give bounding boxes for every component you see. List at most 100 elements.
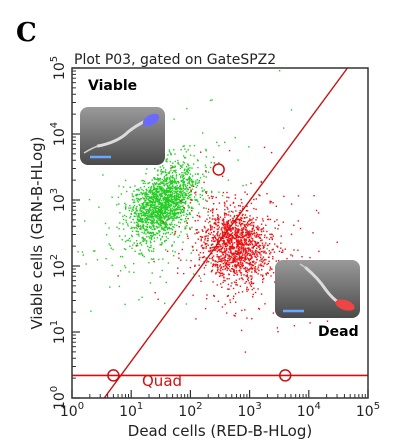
- data-point: [143, 232, 145, 235]
- data-point: [249, 264, 251, 266]
- data-point: [192, 175, 194, 177]
- data-point: [153, 240, 156, 242]
- data-point: [147, 186, 150, 189]
- data-point: [244, 238, 246, 240]
- data-point: [160, 170, 162, 172]
- data-point: [145, 192, 147, 194]
- data-point: [182, 241, 184, 243]
- quad-handle-marker[interactable]: [107, 369, 120, 382]
- data-point: [226, 312, 228, 314]
- data-point: [247, 237, 250, 239]
- data-point: [117, 196, 120, 199]
- data-point: [203, 267, 206, 269]
- data-point: [213, 249, 215, 251]
- data-point: [168, 172, 170, 174]
- data-point: [213, 227, 216, 229]
- data-point: [220, 259, 222, 261]
- data-point: [149, 201, 151, 203]
- data-point: [224, 216, 226, 218]
- data-point: [189, 198, 191, 201]
- data-point: [263, 251, 265, 254]
- data-point: [206, 229, 208, 232]
- data-point: [204, 239, 206, 241]
- data-point: [237, 241, 239, 243]
- data-point: [160, 207, 163, 209]
- data-point: [217, 230, 219, 233]
- data-point: [159, 193, 161, 195]
- data-point: [250, 235, 252, 237]
- data-point: [163, 177, 165, 179]
- data-point: [232, 268, 234, 270]
- data-point: [162, 205, 164, 207]
- data-point: [220, 266, 223, 268]
- data-point: [135, 208, 137, 210]
- data-point: [132, 195, 135, 198]
- data-point: [211, 208, 213, 211]
- data-point: [168, 228, 170, 230]
- data-point: [168, 206, 171, 208]
- data-point: [128, 207, 130, 209]
- data-point: [158, 208, 160, 211]
- data-point: [148, 197, 150, 200]
- data-point: [156, 177, 159, 179]
- data-point: [167, 185, 169, 187]
- quad-diagonal-line[interactable]: [103, 68, 349, 398]
- data-point: [169, 196, 171, 198]
- data-point: [284, 248, 286, 250]
- data-point: [141, 219, 144, 221]
- data-point: [167, 215, 170, 218]
- data-point: [146, 168, 148, 170]
- data-point: [162, 227, 164, 230]
- data-point: [184, 196, 186, 198]
- data-point: [169, 214, 171, 216]
- data-point: [239, 221, 241, 224]
- data-point: [259, 260, 261, 262]
- data-point: [235, 210, 237, 212]
- data-point: [152, 209, 154, 212]
- data-point: [231, 239, 233, 241]
- data-point: [145, 225, 147, 228]
- data-point: [220, 228, 223, 230]
- data-point: [155, 188, 157, 191]
- data-point: [269, 269, 271, 271]
- data-point: [225, 221, 228, 223]
- data-point: [268, 250, 270, 252]
- data-point: [228, 273, 230, 276]
- data-point: [141, 212, 143, 214]
- data-point: [218, 258, 220, 261]
- data-point: [194, 183, 197, 185]
- quadrant-gate[interactable]: [72, 68, 368, 398]
- data-point: [183, 172, 185, 174]
- data-point: [155, 198, 157, 201]
- data-point: [238, 254, 240, 256]
- data-point: [248, 252, 250, 255]
- data-point: [241, 243, 244, 245]
- data-point: [162, 191, 164, 193]
- data-point: [85, 263, 87, 265]
- data-point: [158, 222, 160, 225]
- data-point: [226, 229, 228, 231]
- data-point: [124, 266, 127, 269]
- data-point: [148, 182, 151, 184]
- data-point: [150, 195, 152, 198]
- data-point: [192, 163, 195, 165]
- data-point: [171, 244, 173, 246]
- data-point: [271, 233, 273, 236]
- data-point: [230, 246, 233, 248]
- quad-handle-marker[interactable]: [212, 163, 225, 176]
- data-point: [135, 211, 137, 213]
- data-point: [239, 271, 241, 273]
- data-point: [137, 223, 140, 225]
- data-point: [229, 237, 231, 240]
- quad-handle-marker[interactable]: [278, 369, 292, 382]
- data-point: [180, 190, 182, 192]
- data-point: [260, 250, 262, 253]
- data-point: [242, 208, 244, 210]
- data-point: [260, 293, 263, 295]
- data-point: [159, 195, 161, 198]
- data-point: [145, 199, 147, 202]
- data-point: [173, 196, 176, 198]
- data-point: [218, 248, 220, 251]
- data-point: [139, 198, 141, 200]
- data-point: [234, 315, 236, 317]
